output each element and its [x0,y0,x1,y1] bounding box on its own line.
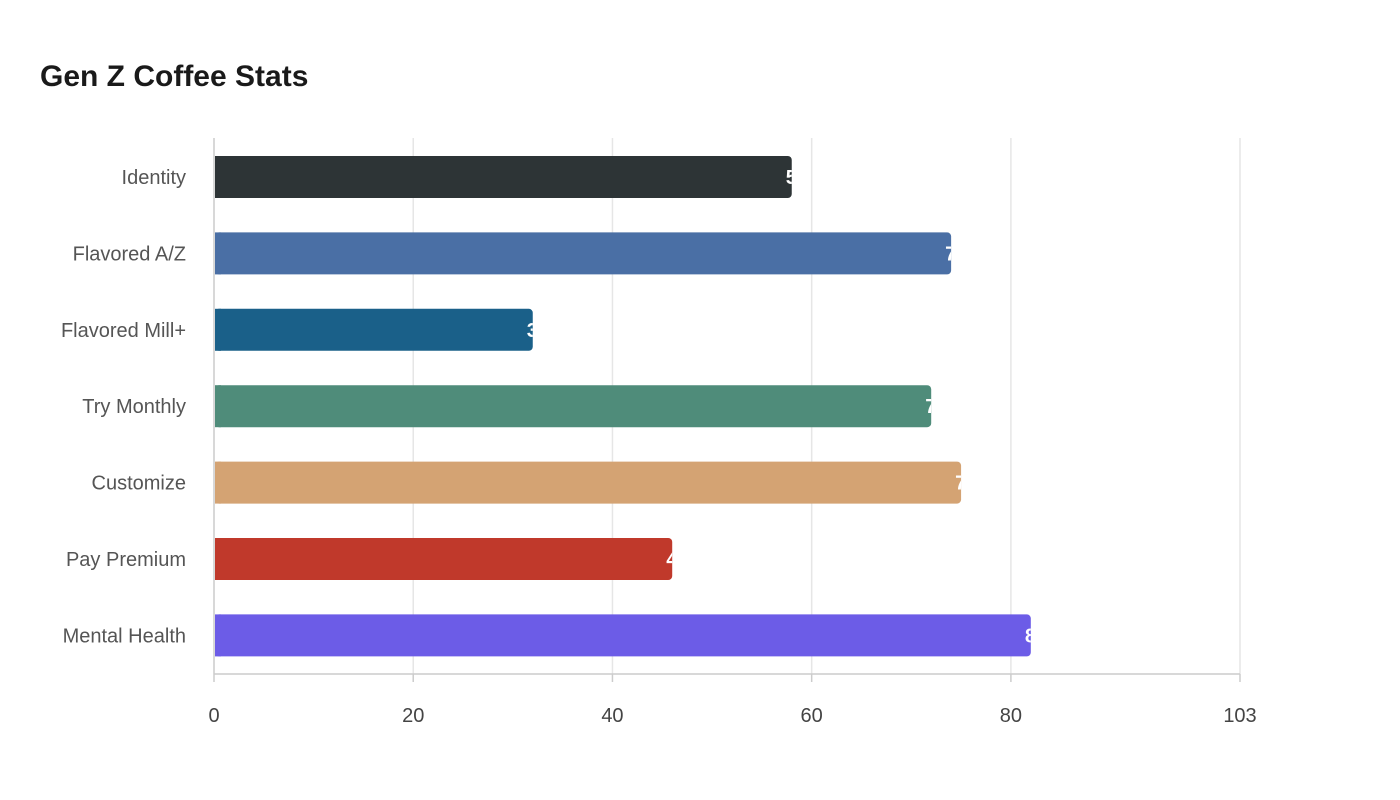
category-label: Mental Health [63,625,186,647]
category-label: Try Monthly [82,396,186,418]
category-label: Identity [122,167,186,189]
bar [215,538,673,580]
chart-title: Gen Z Coffee Stats [40,60,309,93]
bar-edge [215,156,221,198]
category-label: Flavored Mill+ [61,320,186,342]
bar-value-label: 74 [945,243,968,265]
bar-value-label: 72 [925,396,947,418]
x-tick-label: 0 [208,705,219,727]
bar [215,385,932,428]
bar-value-label: 32 [527,320,549,342]
x-tick-label: 60 [801,705,823,727]
bar-edge [215,538,221,580]
category-label: Customize [92,473,186,495]
x-tick-label: 103 [1223,705,1256,727]
x-tick-label: 20 [402,705,424,727]
bar [215,308,533,351]
x-tick-label: 80 [1000,705,1022,727]
category-label: Flavored A/Z [73,243,186,265]
bar-edge [215,385,221,428]
labels: 0 20 40 60 80 103 Identity 58 Flavored A/Z 74 Flav… [61,167,1257,727]
bar-edge [215,614,221,657]
bar-edge [215,308,221,351]
bars [215,156,1031,657]
bar-edge [215,232,221,275]
bar-value-label: 46 [666,549,688,571]
category-label: Pay Premium [66,549,186,571]
bar-edge [215,461,221,504]
bar [215,461,962,504]
x-tick-label: 40 [601,705,623,727]
bar [215,156,792,198]
bar-value-label: 75 [955,473,977,495]
bar-value-label: 82 [1025,625,1047,647]
bar-value-label: 58 [786,167,808,189]
bar [215,614,1031,657]
axes [213,138,1241,682]
bar [215,232,952,275]
